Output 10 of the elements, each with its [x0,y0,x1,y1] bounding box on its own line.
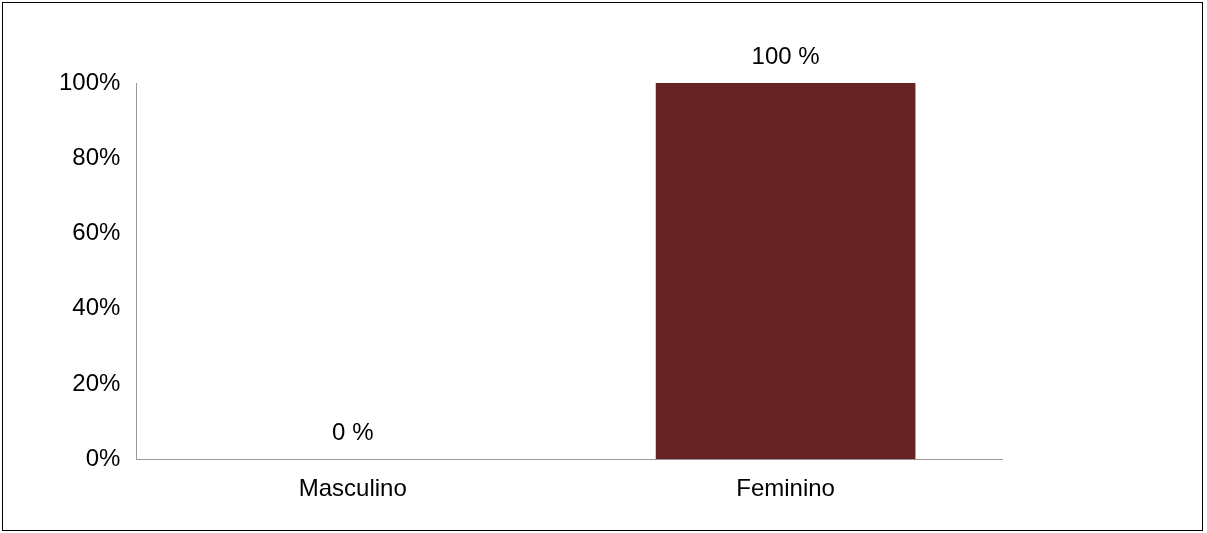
y-tick-label: 60% [72,218,121,246]
y-tick-label: 100% [58,67,121,95]
y-tick-label: 20% [72,368,121,396]
data-label: 0 % [332,417,374,445]
x-tick-label: Masculino [298,474,407,502]
y-tick-label: 40% [72,293,121,321]
y-tick-label: 0% [85,443,121,471]
data-label: 100 % [751,41,820,69]
x-tick-label: Feminino [736,474,835,502]
y-tick-label: 80% [72,142,121,170]
